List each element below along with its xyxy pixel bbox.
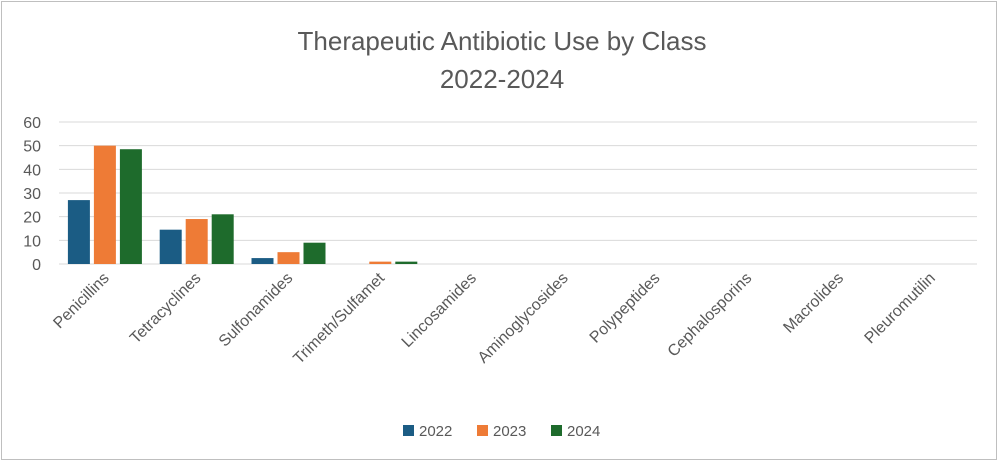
y-tick-label: 40 — [23, 162, 41, 179]
bar-2022-sulfonamides — [251, 258, 274, 264]
bar-2024-tetracyclines — [211, 214, 234, 264]
x-tick-label: Lincosamides — [399, 270, 480, 351]
x-tick-label: Pleuromutilin — [862, 270, 939, 347]
y-tick-label: 0 — [32, 257, 41, 274]
chart-subtitle: 2022-2024 — [440, 64, 564, 94]
y-tick-label: 20 — [23, 210, 41, 227]
bar-2023-tetracyclines — [185, 219, 208, 264]
x-tick-label: Macrolides — [780, 270, 847, 337]
x-tick-label: Penicillins — [50, 270, 112, 332]
y-tick-label: 50 — [23, 139, 41, 156]
bar-2024-penicillins — [119, 149, 142, 264]
x-tick-label: Tetracyclines — [127, 270, 204, 347]
bar-2023-penicillins — [93, 145, 116, 264]
y-tick-label: 10 — [23, 233, 41, 250]
bar-2023-trimeth-sulfamet — [369, 261, 392, 264]
bars — [67, 145, 418, 264]
bar-2022-penicillins — [67, 200, 90, 264]
y-tick-label: 30 — [23, 186, 41, 203]
legend-swatch-2024 — [551, 425, 562, 436]
legend-label-2024: 2024 — [567, 423, 600, 440]
legend-label-2022: 2022 — [419, 423, 452, 440]
x-tick-label: Aminoglycosides — [475, 270, 572, 367]
chart-title: Therapeutic Antibiotic Use by Class — [298, 26, 707, 56]
y-tick-label: 60 — [23, 115, 41, 132]
bar-2024-trimeth-sulfamet — [395, 261, 418, 264]
x-tick-label: Sulfonamides — [216, 270, 297, 351]
x-tick-label: Cephalosporins — [665, 270, 756, 361]
y-axis-ticks: 0 10 20 30 40 50 60 — [23, 115, 41, 274]
legend: 2022 2023 2024 — [403, 423, 600, 440]
x-axis-ticks: Penicillins Tetracyclines SulfonamidesTrim… — [50, 269, 939, 367]
legend-label-2023: 2023 — [493, 423, 526, 440]
legend-swatch-2023 — [477, 425, 488, 436]
bar-2023-sulfonamides — [277, 252, 300, 264]
legend-swatch-2022 — [403, 425, 414, 436]
x-tick-label: Polypeptides — [587, 270, 664, 347]
bar-2022-tetracyclines — [159, 229, 182, 264]
bar-2024-sulfonamides — [303, 242, 326, 264]
x-tick-label: Trimeth/Sulfamet — [290, 269, 388, 367]
